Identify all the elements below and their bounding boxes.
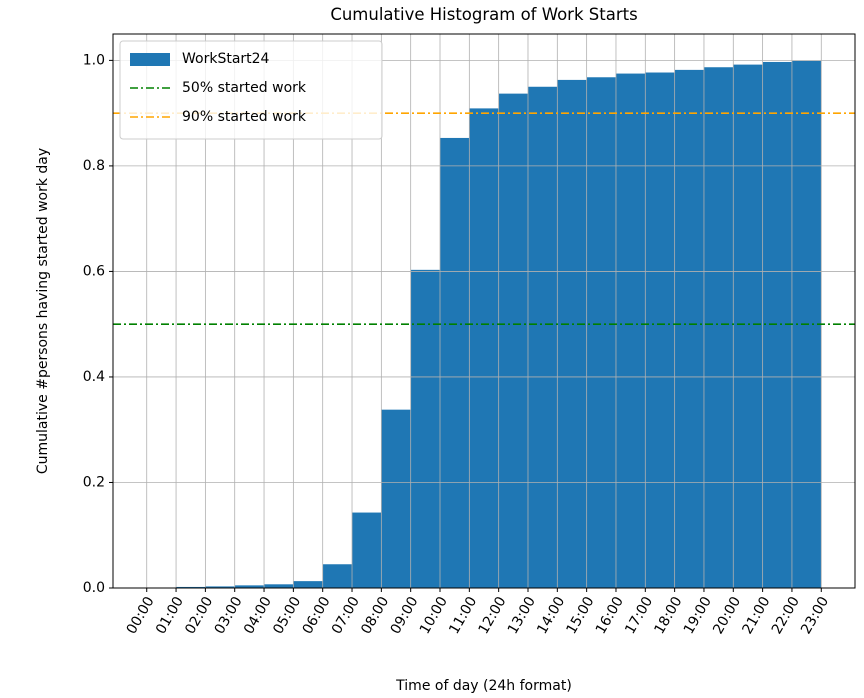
x-tick-label: 02:00 (182, 594, 216, 637)
bar (469, 108, 499, 588)
x-tick-label: 21:00 (740, 594, 774, 637)
bar (410, 269, 441, 588)
bar (674, 69, 704, 588)
x-tick-label: 08:00 (358, 594, 392, 637)
x-tick-label: 23:00 (798, 594, 832, 637)
x-tick-label: 06:00 (300, 594, 334, 637)
legend-label: WorkStart24 (182, 51, 270, 67)
legend-label: 50% started work (182, 80, 307, 96)
bar (557, 79, 587, 588)
x-tick-label: 07:00 (329, 594, 363, 637)
x-tick-label: 12:00 (476, 594, 510, 637)
legend-box (119, 40, 383, 140)
plot-frame (112, 33, 856, 589)
bar (381, 409, 411, 588)
bar (234, 585, 265, 588)
bar (527, 86, 558, 588)
bar (733, 64, 763, 588)
x-tick-label: 15:00 (564, 594, 598, 637)
y-tick-label: 0.4 (83, 369, 105, 385)
x-tick-label: 17:00 (622, 594, 656, 637)
y-tick-label: 0.6 (83, 263, 105, 279)
bar (293, 581, 323, 588)
y-tick-label: 0.8 (83, 158, 105, 174)
bar (264, 584, 294, 588)
y-tick-label: 0.2 (83, 474, 105, 490)
x-axis-label: Time of day (24h format) (395, 678, 572, 694)
bar (703, 67, 734, 589)
bar (498, 93, 528, 589)
x-tick-label: 11:00 (446, 594, 480, 637)
x-tick-label: 18:00 (652, 594, 686, 637)
y-tick-label: 1.0 (83, 52, 105, 68)
legend-label: 90% started work (182, 109, 307, 125)
x-tick-label: 04:00 (241, 594, 275, 637)
x-tick-label: 16:00 (593, 594, 627, 637)
x-tick-label: 03:00 (212, 594, 246, 637)
bar (586, 77, 616, 588)
x-tick-label: 10:00 (417, 594, 451, 637)
x-tick-label: 00:00 (124, 594, 158, 637)
x-tick-label: 01:00 (153, 594, 187, 637)
bar (322, 564, 353, 588)
bar (615, 73, 646, 589)
x-tick-label: 09:00 (388, 594, 422, 637)
chart-title: Cumulative Histogram of Work Starts (330, 5, 637, 24)
bar (645, 72, 675, 589)
x-tick-label: 13:00 (505, 594, 539, 637)
legend: WorkStart24 50% started work 90% started w… (119, 40, 383, 140)
x-tick-label: 19:00 (681, 594, 715, 637)
x-tick-label: 22:00 (769, 594, 803, 637)
x-tick-label: 05:00 (270, 594, 304, 637)
bar (205, 586, 235, 588)
bar (440, 137, 470, 588)
x-tick-label: 20:00 (710, 594, 744, 637)
bar (352, 512, 382, 588)
y-tick-label: 0.0 (83, 580, 105, 596)
y-axis-label: Cumulative #persons having started work … (35, 148, 51, 474)
x-tick-label: 14:00 (534, 594, 568, 637)
bar (176, 586, 206, 588)
legend-swatch (130, 53, 170, 66)
